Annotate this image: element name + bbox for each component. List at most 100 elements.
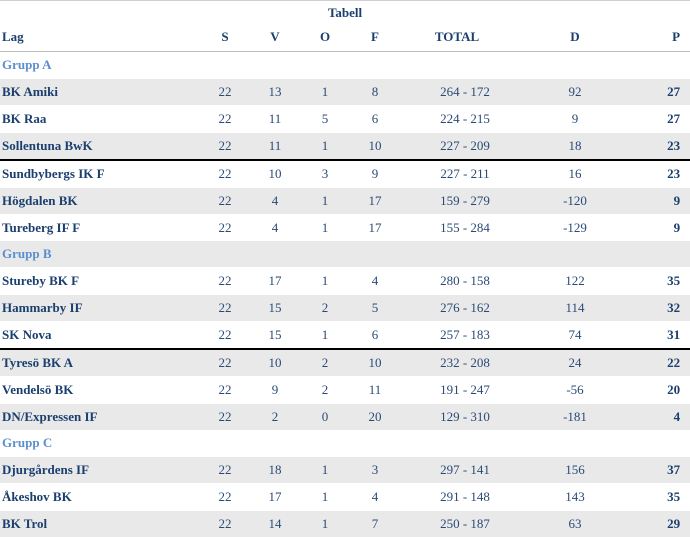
cell-total: 155 - 284 xyxy=(400,215,530,242)
group-name: Grupp B xyxy=(0,241,690,268)
cell-f: 8 xyxy=(350,79,400,106)
cell-o: 1 xyxy=(300,215,350,242)
col-header-o: O xyxy=(300,23,350,52)
cell-o: 1 xyxy=(300,322,350,350)
cell-o: 3 xyxy=(300,160,350,188)
standings-table: Tabell Lag S V O F TOTAL D P Grupp ABK A… xyxy=(0,0,690,537)
cell-s: 22 xyxy=(200,106,250,133)
cell-f: 4 xyxy=(350,268,400,295)
cell-d: 114 xyxy=(530,295,620,322)
cell-d: -129 xyxy=(530,215,620,242)
cell-d: 18 xyxy=(530,133,620,161)
cell-o: 5 xyxy=(300,106,350,133)
cell-o: 2 xyxy=(300,295,350,322)
cell-v: 4 xyxy=(250,188,300,215)
cell-team: BK Raa xyxy=(0,106,200,133)
cell-team: BK Amiki xyxy=(0,79,200,106)
cell-d: 16 xyxy=(530,160,620,188)
cell-v: 9 xyxy=(250,377,300,404)
cell-v: 17 xyxy=(250,484,300,511)
cell-f: 9 xyxy=(350,160,400,188)
cell-s: 22 xyxy=(200,188,250,215)
table-row: Tyresö BK A2210210232 - 2082422 xyxy=(0,349,690,377)
cell-team: Tyresö BK A xyxy=(0,349,200,377)
cell-f: 17 xyxy=(350,188,400,215)
cell-o: 2 xyxy=(300,349,350,377)
cell-total: 276 - 162 xyxy=(400,295,530,322)
cell-p: 31 xyxy=(620,322,690,350)
table-header-row: Lag S V O F TOTAL D P xyxy=(0,23,690,52)
cell-p: 35 xyxy=(620,268,690,295)
cell-d: -120 xyxy=(530,188,620,215)
cell-o: 1 xyxy=(300,457,350,484)
table-title-row: Tabell xyxy=(0,1,690,24)
table-row: BK Trol221417250 - 1876329 xyxy=(0,511,690,537)
cell-f: 17 xyxy=(350,215,400,242)
cell-team: Djurgårdens IF xyxy=(0,457,200,484)
cell-v: 11 xyxy=(250,106,300,133)
cell-o: 1 xyxy=(300,484,350,511)
cell-d: 156 xyxy=(530,457,620,484)
cell-p: 35 xyxy=(620,484,690,511)
cell-p: 27 xyxy=(620,106,690,133)
standings-table-container: Tabell Lag S V O F TOTAL D P Grupp ABK A… xyxy=(0,0,690,537)
cell-v: 15 xyxy=(250,322,300,350)
cell-team: Tureberg IF F xyxy=(0,215,200,242)
cell-s: 22 xyxy=(200,322,250,350)
cell-total: 227 - 209 xyxy=(400,133,530,161)
col-header-p: P xyxy=(620,23,690,52)
cell-o: 2 xyxy=(300,377,350,404)
col-header-d: D xyxy=(530,23,620,52)
cell-total: 232 - 208 xyxy=(400,349,530,377)
cell-v: 17 xyxy=(250,268,300,295)
cell-p: 9 xyxy=(620,215,690,242)
cell-d: -181 xyxy=(530,404,620,431)
table-row: BK Raa221156224 - 215927 xyxy=(0,106,690,133)
group-name: Grupp A xyxy=(0,52,690,79)
cell-v: 14 xyxy=(250,511,300,537)
cell-total: 280 - 158 xyxy=(400,268,530,295)
cell-team: Sollentuna BwK xyxy=(0,133,200,161)
cell-total: 129 - 310 xyxy=(400,404,530,431)
table-row: DN/Expressen IF222020129 - 310-1814 xyxy=(0,404,690,431)
cell-s: 22 xyxy=(200,404,250,431)
cell-total: 159 - 279 xyxy=(400,188,530,215)
cell-team: Åkeshov BK xyxy=(0,484,200,511)
cell-s: 22 xyxy=(200,377,250,404)
col-header-f: F xyxy=(350,23,400,52)
cell-s: 22 xyxy=(200,79,250,106)
cell-d: 9 xyxy=(530,106,620,133)
cell-o: 1 xyxy=(300,268,350,295)
cell-total: 227 - 211 xyxy=(400,160,530,188)
cell-v: 10 xyxy=(250,349,300,377)
cell-p: 32 xyxy=(620,295,690,322)
cell-v: 2 xyxy=(250,404,300,431)
cell-v: 18 xyxy=(250,457,300,484)
cell-f: 10 xyxy=(350,133,400,161)
cell-p: 20 xyxy=(620,377,690,404)
cell-total: 264 - 172 xyxy=(400,79,530,106)
table-row: Hammarby IF221525276 - 16211432 xyxy=(0,295,690,322)
cell-o: 0 xyxy=(300,404,350,431)
cell-p: 9 xyxy=(620,188,690,215)
cell-f: 10 xyxy=(350,349,400,377)
cell-p: 4 xyxy=(620,404,690,431)
table-row: Åkeshov BK221714291 - 14814335 xyxy=(0,484,690,511)
cell-s: 22 xyxy=(200,295,250,322)
cell-p: 29 xyxy=(620,511,690,537)
cell-o: 1 xyxy=(300,133,350,161)
table-row: Tureberg IF F224117155 - 284-1299 xyxy=(0,215,690,242)
cell-f: 11 xyxy=(350,377,400,404)
cell-d: 24 xyxy=(530,349,620,377)
table-row: Djurgårdens IF221813297 - 14115637 xyxy=(0,457,690,484)
cell-d: 143 xyxy=(530,484,620,511)
col-header-v: V xyxy=(250,23,300,52)
table-title: Tabell xyxy=(0,1,690,24)
cell-s: 22 xyxy=(200,268,250,295)
cell-total: 257 - 183 xyxy=(400,322,530,350)
cell-s: 22 xyxy=(200,484,250,511)
cell-team: DN/Expressen IF xyxy=(0,404,200,431)
col-header-s: S xyxy=(200,23,250,52)
table-row: Vendelsö BK229211191 - 247-5620 xyxy=(0,377,690,404)
cell-d: 92 xyxy=(530,79,620,106)
